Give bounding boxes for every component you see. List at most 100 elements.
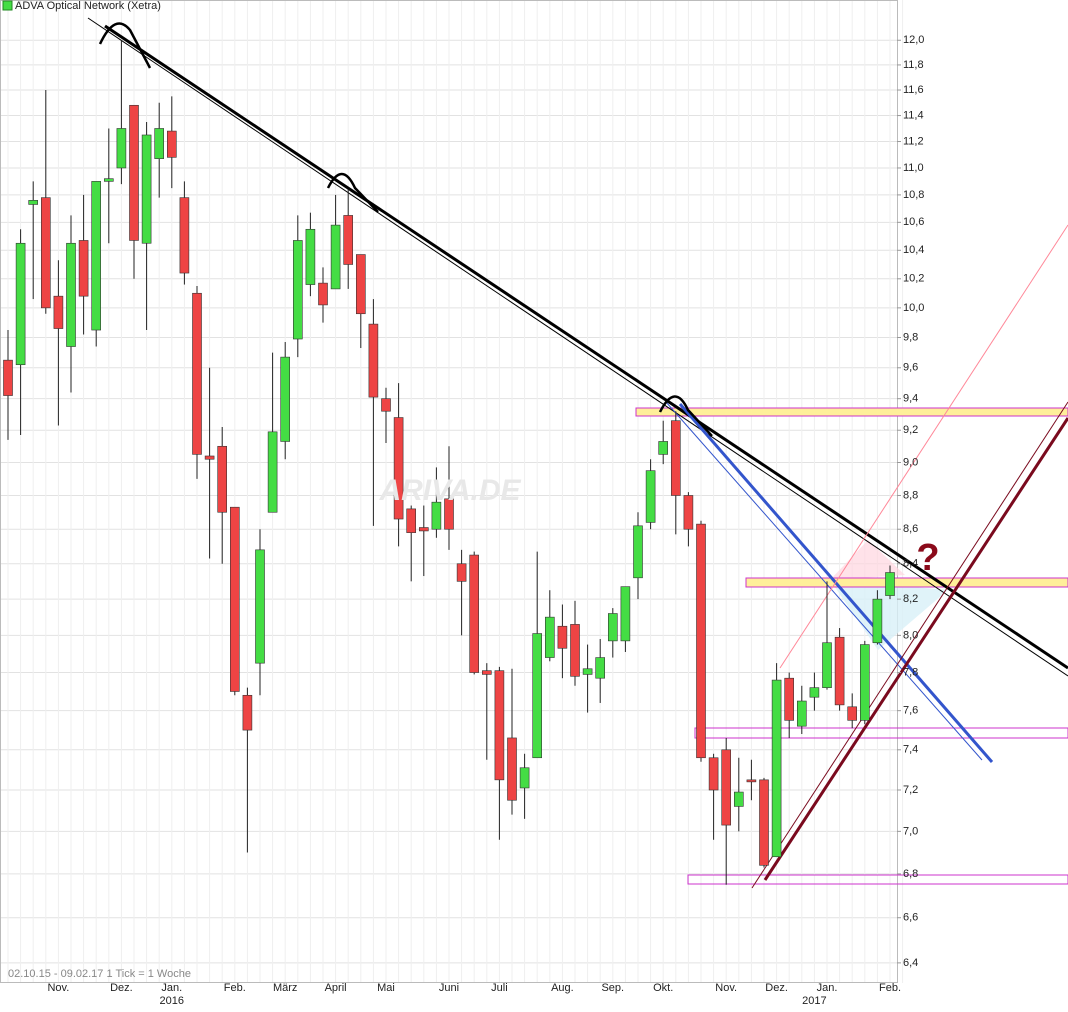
trend-line <box>104 24 1068 670</box>
x-year-label: 2016 <box>160 995 184 1007</box>
candle-body <box>582 668 593 675</box>
plot-frame <box>0 0 898 983</box>
candle-body <box>305 228 316 285</box>
candle-body <box>645 470 656 523</box>
y-tick-label: 9,4 <box>903 393 918 405</box>
y-tick-label: 7,0 <box>903 825 918 837</box>
candle-body <box>733 791 744 807</box>
candle-body <box>167 130 177 158</box>
x-tick-label: Nov. <box>715 982 737 994</box>
candle-body <box>544 616 555 658</box>
candle-body <box>872 598 883 644</box>
candle-body <box>242 694 253 731</box>
candle-body <box>784 677 795 721</box>
candle-body <box>406 508 417 533</box>
candle-body <box>129 104 139 241</box>
candle-body <box>481 670 492 675</box>
x-tick-label: Aug. <box>551 982 574 994</box>
candle-body <box>318 282 328 306</box>
candle-body <box>607 613 618 642</box>
candle-body <box>255 549 265 664</box>
footer: 02.10.15 - 09.02.17 1 Tick = 1 Woche <box>8 968 191 980</box>
y-tick-label: 10,6 <box>903 216 924 228</box>
candle-body <box>507 737 517 801</box>
y-tick-label: 6,6 <box>903 912 918 924</box>
candle-body <box>141 134 152 244</box>
candle-body <box>746 779 757 783</box>
candle-body <box>822 642 832 688</box>
highlight-triangle <box>830 580 948 650</box>
y-tick-label: 6,8 <box>903 868 918 880</box>
candle-body <box>796 700 807 727</box>
candle-body <box>230 506 240 692</box>
candle-body <box>78 240 89 297</box>
candle-body <box>192 292 202 455</box>
candle-body <box>670 420 681 496</box>
candle-body <box>696 523 706 759</box>
candle-body <box>595 657 606 679</box>
zone <box>687 874 1068 885</box>
candle-body <box>217 445 227 513</box>
candle-body <box>721 749 732 826</box>
x-tick-label: Juni <box>439 982 459 994</box>
candle-body <box>658 441 669 455</box>
peak-mark <box>658 395 713 437</box>
peak-mark <box>326 172 379 213</box>
x-year-label: 2017 <box>802 995 826 1007</box>
candle-body <box>15 242 26 366</box>
x-tick-label: Feb. <box>224 982 246 994</box>
candle-body <box>292 240 303 340</box>
zone <box>745 577 1068 588</box>
overlays <box>87 17 1068 889</box>
y-tick-label: 7,2 <box>903 784 918 796</box>
candle-body <box>431 501 442 530</box>
y-tick-label: 10,0 <box>903 302 924 314</box>
x-tick-label: Nov. <box>47 982 69 994</box>
candle-body <box>330 224 341 290</box>
zone <box>635 407 1068 417</box>
legend-swatch <box>2 0 13 11</box>
x-tick-label: Juli <box>491 982 508 994</box>
candle-body <box>809 687 820 698</box>
candle-body <box>393 417 404 520</box>
candle-body <box>280 356 291 442</box>
candle-body <box>418 527 429 532</box>
candle-body <box>28 200 39 205</box>
trend-line <box>763 417 1068 881</box>
candle-body <box>620 586 631 642</box>
candle-body <box>444 498 454 530</box>
candles <box>3 40 895 885</box>
peak-mark <box>98 22 152 69</box>
y-tick-label: 8,0 <box>903 629 918 641</box>
highlight-triangle <box>830 540 905 580</box>
candle-body <box>847 706 858 721</box>
candle-body <box>381 398 391 412</box>
candle-body <box>759 779 769 866</box>
x-tick-label: Dez. <box>765 982 788 994</box>
y-tick-label: 11,0 <box>903 162 924 174</box>
y-tick-label: 7,4 <box>903 744 918 756</box>
candle-body <box>91 181 101 331</box>
y-tick-label: 6,4 <box>903 957 918 969</box>
candle-body <box>3 359 13 396</box>
trend-line <box>779 224 1068 669</box>
watermark: ARIVA.DE <box>378 474 521 507</box>
x-tick-label: April <box>325 982 347 994</box>
y-tick-label: 7,6 <box>903 705 918 717</box>
candle-body <box>66 242 76 347</box>
y-tick-label: 10,2 <box>903 273 924 285</box>
y-tick-label: 11,4 <box>903 109 924 121</box>
trend-line <box>87 17 1068 677</box>
candle-body <box>859 644 870 721</box>
y-tick-label: 11,6 <box>903 84 924 96</box>
candle-body <box>40 197 51 309</box>
y-tick-label: 8,8 <box>903 489 918 501</box>
trend-line <box>665 401 983 761</box>
candle-body <box>885 572 895 596</box>
y-tick-label: 12,0 <box>903 34 924 46</box>
candle-body <box>104 178 114 182</box>
x-tick-label: Jan. <box>817 982 838 994</box>
y-tick-label: 10,4 <box>903 244 924 256</box>
zone <box>694 727 1068 739</box>
candle-body <box>494 670 505 781</box>
